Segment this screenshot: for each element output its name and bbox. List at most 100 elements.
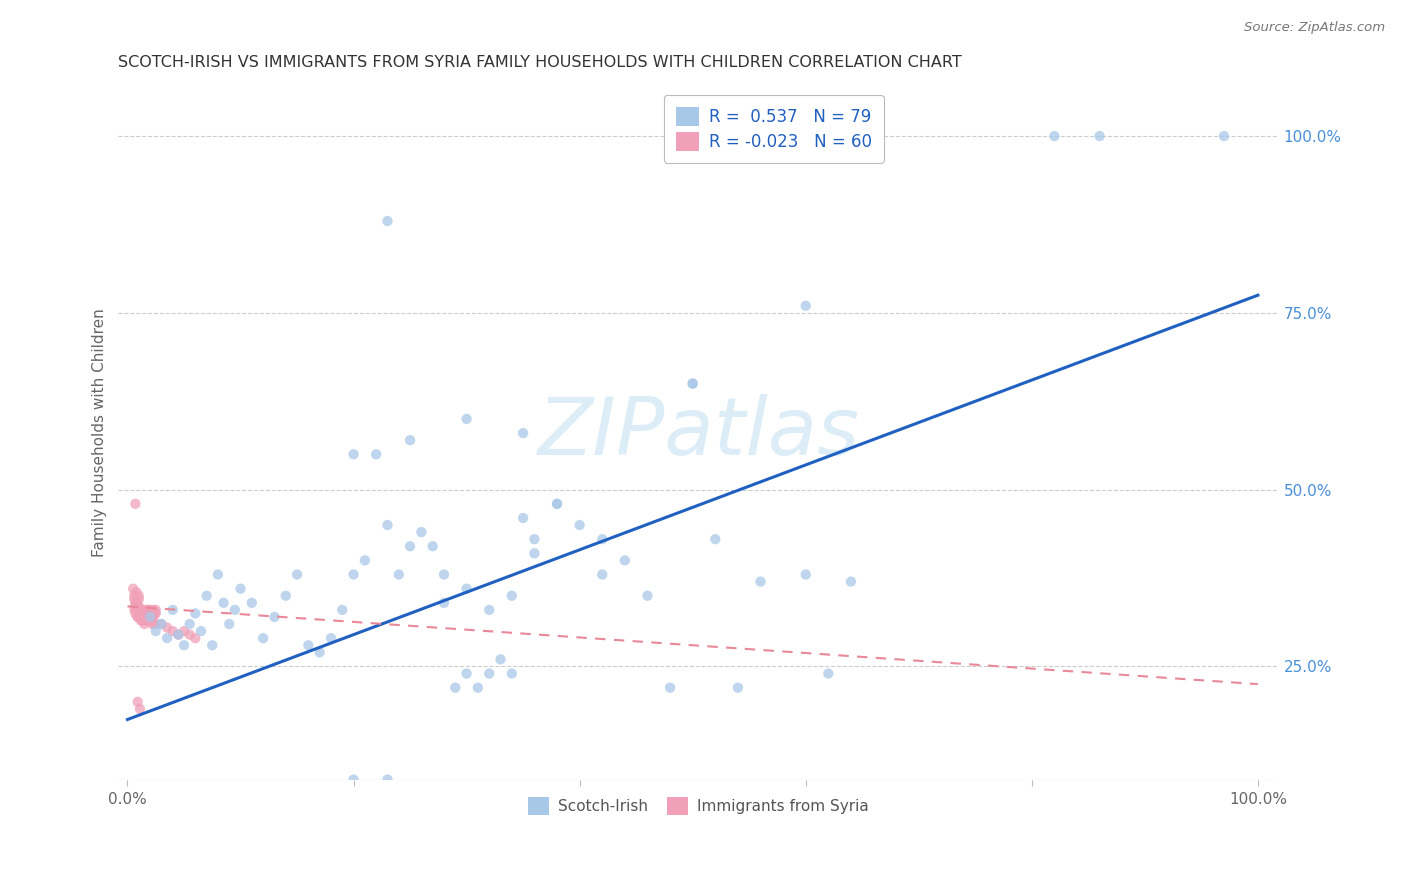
Point	[467, 681, 489, 695]
Point	[127, 695, 149, 709]
Point	[377, 772, 399, 787]
Point	[129, 607, 152, 621]
Point	[129, 610, 152, 624]
Point	[173, 638, 195, 652]
Point	[129, 702, 152, 716]
Point	[224, 603, 246, 617]
Point	[817, 666, 839, 681]
Point	[167, 627, 190, 641]
Point	[135, 607, 157, 621]
Point	[135, 603, 157, 617]
Point	[142, 603, 165, 617]
Point	[132, 603, 155, 617]
Point	[704, 532, 727, 546]
Text: ZIPatlas: ZIPatlas	[537, 394, 859, 472]
Point	[591, 567, 613, 582]
Point	[141, 614, 163, 628]
Point	[568, 518, 591, 533]
Point	[136, 610, 159, 624]
Point	[399, 433, 422, 447]
Point	[139, 610, 162, 624]
Point	[478, 603, 501, 617]
Point	[1043, 129, 1066, 144]
Point	[143, 607, 166, 621]
Point	[399, 539, 422, 553]
Point	[377, 518, 399, 533]
Point	[129, 614, 152, 628]
Point	[444, 681, 467, 695]
Point	[613, 553, 636, 567]
Point	[145, 603, 167, 617]
Point	[794, 567, 817, 582]
Point	[179, 627, 201, 641]
Point	[523, 532, 546, 546]
Y-axis label: Family Households with Children: Family Households with Children	[93, 309, 107, 558]
Point	[240, 596, 263, 610]
Point	[162, 624, 184, 639]
Point	[377, 214, 399, 228]
Point	[1088, 129, 1111, 144]
Point	[478, 666, 501, 681]
Point	[330, 603, 353, 617]
Point	[433, 567, 456, 582]
Point	[150, 617, 173, 632]
Point	[128, 603, 150, 617]
Point	[141, 610, 163, 624]
Point	[411, 525, 433, 540]
Point	[125, 596, 148, 610]
Legend: Scotch-Irish, Immigrants from Syria: Scotch-Irish, Immigrants from Syria	[519, 788, 879, 824]
Point	[297, 638, 319, 652]
Point	[134, 610, 156, 624]
Point	[682, 376, 704, 391]
Point	[1213, 129, 1236, 144]
Point	[127, 603, 149, 617]
Point	[145, 607, 167, 621]
Point	[135, 614, 157, 628]
Point	[156, 631, 179, 645]
Point	[122, 582, 145, 596]
Point	[132, 607, 155, 621]
Point	[124, 599, 146, 614]
Point	[122, 603, 145, 617]
Point	[546, 497, 568, 511]
Point	[141, 617, 163, 632]
Point	[136, 610, 159, 624]
Point	[285, 567, 308, 582]
Point	[212, 596, 235, 610]
Point	[122, 592, 145, 607]
Point	[143, 617, 166, 632]
Point	[190, 624, 212, 639]
Point	[308, 645, 330, 659]
Text: SCOTCH-IRISH VS IMMIGRANTS FROM SYRIA FAMILY HOUSEHOLDS WITH CHILDREN CORRELATIO: SCOTCH-IRISH VS IMMIGRANTS FROM SYRIA FA…	[118, 55, 962, 70]
Point	[252, 631, 274, 645]
Point	[218, 617, 240, 632]
Point	[591, 532, 613, 546]
Point	[124, 596, 146, 610]
Point	[122, 589, 145, 603]
Point	[125, 599, 148, 614]
Point	[342, 567, 364, 582]
Point	[142, 610, 165, 624]
Point	[523, 546, 546, 560]
Point	[489, 652, 512, 666]
Point	[456, 666, 478, 681]
Point	[794, 299, 817, 313]
Point	[134, 617, 156, 632]
Point	[319, 631, 342, 645]
Point	[195, 589, 218, 603]
Point	[388, 567, 411, 582]
Point	[501, 666, 523, 681]
Point	[456, 412, 478, 426]
Point	[512, 511, 534, 525]
Point	[184, 631, 207, 645]
Point	[135, 614, 157, 628]
Point	[682, 376, 704, 391]
Point	[422, 539, 444, 553]
Point	[637, 589, 659, 603]
Point	[139, 603, 162, 617]
Point	[342, 447, 364, 461]
Point	[727, 681, 749, 695]
Point	[128, 592, 150, 607]
Point	[127, 610, 149, 624]
Point	[124, 599, 146, 614]
